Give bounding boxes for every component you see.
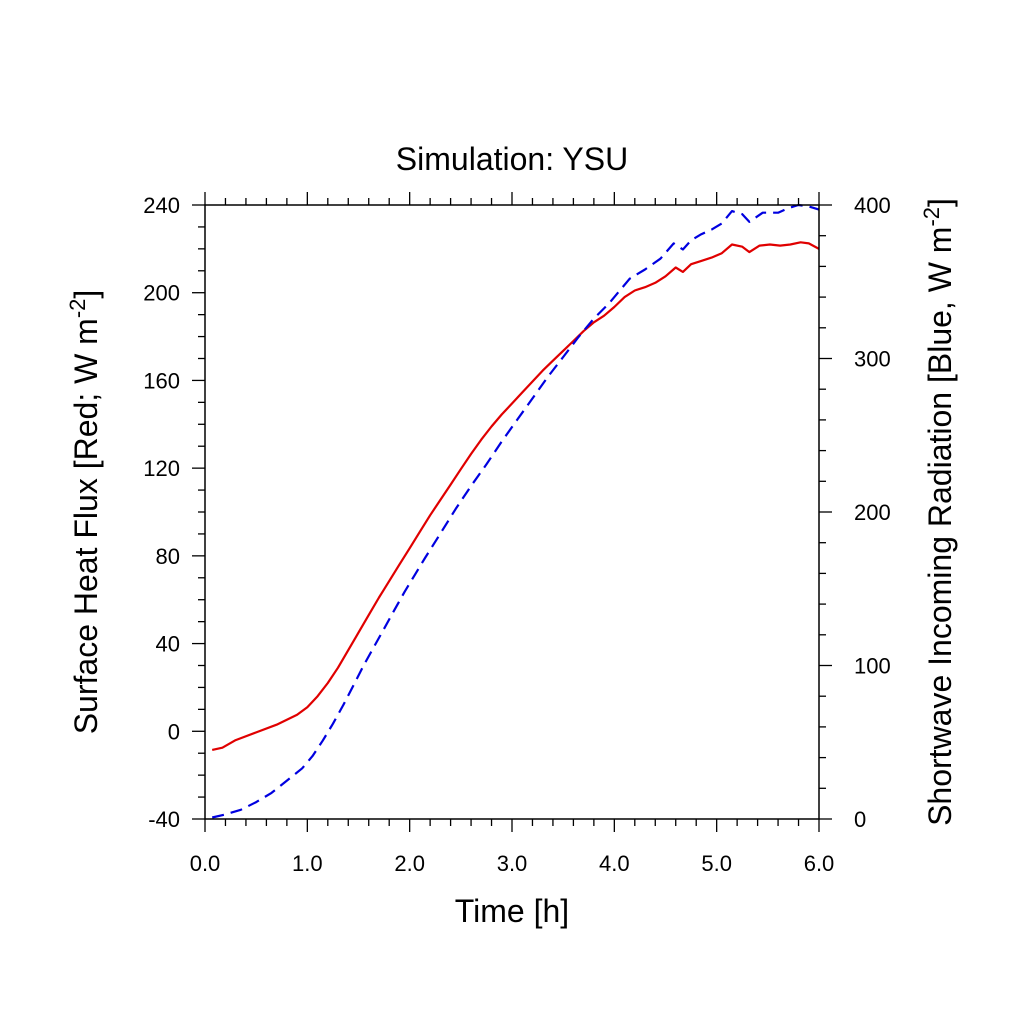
ticks-layer: 0.0 1.0 2.0 3.0 4.0 5.0 6.0 -40 0 40 80 120 160 200 24… bbox=[143, 192, 891, 876]
y-left-tick-label: 160 bbox=[143, 368, 180, 393]
plot-frame bbox=[204, 204, 820, 820]
y-right-tick-label: 200 bbox=[854, 500, 891, 525]
x-tick-label: 6.0 bbox=[804, 851, 835, 876]
y-left-tick-label: 0 bbox=[168, 719, 180, 744]
x-tick-label: 5.0 bbox=[701, 851, 732, 876]
y-axis-right-title-main: Shortwave Incoming Radiation [Blue, W m bbox=[922, 227, 958, 826]
x-tick-label: 4.0 bbox=[599, 851, 630, 876]
y-axis-right-title: Shortwave Incoming Radiation [Blue, W m-… bbox=[919, 198, 958, 826]
y-left-tick-label: -40 bbox=[148, 807, 180, 832]
y-axis-left-title-sup: -2 bbox=[65, 299, 90, 319]
chart-title: Simulation: YSU bbox=[396, 141, 628, 177]
y-left-tick-label: 40 bbox=[156, 632, 180, 657]
x-tick-label: 0.0 bbox=[190, 851, 221, 876]
x-tick-label: 2.0 bbox=[394, 851, 425, 876]
y-right-tick-label: 400 bbox=[854, 193, 891, 218]
y-axis-left-title-end: ] bbox=[68, 290, 104, 299]
y-axis-right-title-end: ] bbox=[922, 198, 958, 207]
y-left-tick-label: 200 bbox=[143, 281, 180, 306]
x-axis-title: Time [h] bbox=[455, 893, 569, 929]
y-right-tick-label: 100 bbox=[854, 654, 891, 679]
y-left-tick-label: 240 bbox=[143, 193, 180, 218]
y-axis-left-title-main: Surface Heat Flux [Red; W m bbox=[68, 318, 104, 734]
y-right-tick-label: 300 bbox=[854, 347, 891, 372]
x-tick-label: 1.0 bbox=[292, 851, 323, 876]
x-tick-label: 3.0 bbox=[497, 851, 528, 876]
y-axis-left-title: Surface Heat Flux [Red; W m-2] bbox=[65, 290, 104, 735]
y-left-tick-label: 120 bbox=[143, 456, 180, 481]
shortwave-radiation-line bbox=[211, 203, 820, 819]
y-axis-right-title-sup: -2 bbox=[919, 207, 944, 227]
series-layer bbox=[211, 203, 820, 819]
y-right-tick-label: 0 bbox=[854, 807, 866, 832]
y-left-tick-label: 80 bbox=[156, 544, 180, 569]
surface-heat-flux-line bbox=[211, 241, 820, 751]
